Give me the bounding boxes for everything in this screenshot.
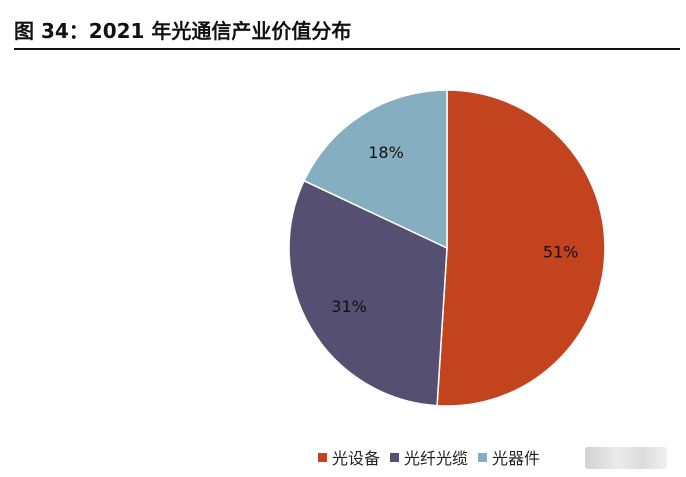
legend-label: 光器件 xyxy=(492,449,541,468)
legend-label: 光纤光缆 xyxy=(404,449,469,468)
chart-legend: 光设备 光纤光缆 光器件 xyxy=(318,445,550,469)
pie-data-label: 51% xyxy=(543,243,579,262)
legend-swatch xyxy=(318,452,327,462)
pie-data-label: 31% xyxy=(331,297,367,316)
legend-item-guang-qijian: 光器件 xyxy=(478,445,540,469)
legend-swatch xyxy=(478,452,488,462)
pie-data-label: 18% xyxy=(368,143,404,162)
legend-label: 光设备 xyxy=(332,449,381,468)
legend-item-guangxian-guanglan: 光纤光缆 xyxy=(390,445,468,469)
pie-slice-2 xyxy=(303,89,448,250)
blurred-watermark xyxy=(585,447,667,469)
pie-chart: 51% 31% 18% xyxy=(288,89,606,407)
pie-slice-1 xyxy=(288,179,448,407)
title-divider xyxy=(14,48,680,50)
pie-slice-0 xyxy=(436,89,606,407)
legend-swatch xyxy=(390,452,400,462)
legend-item-guang-shebei: 光设备 xyxy=(318,445,380,469)
figure-title: 图 34：2021 年光通信产业价值分布 xyxy=(14,19,352,43)
